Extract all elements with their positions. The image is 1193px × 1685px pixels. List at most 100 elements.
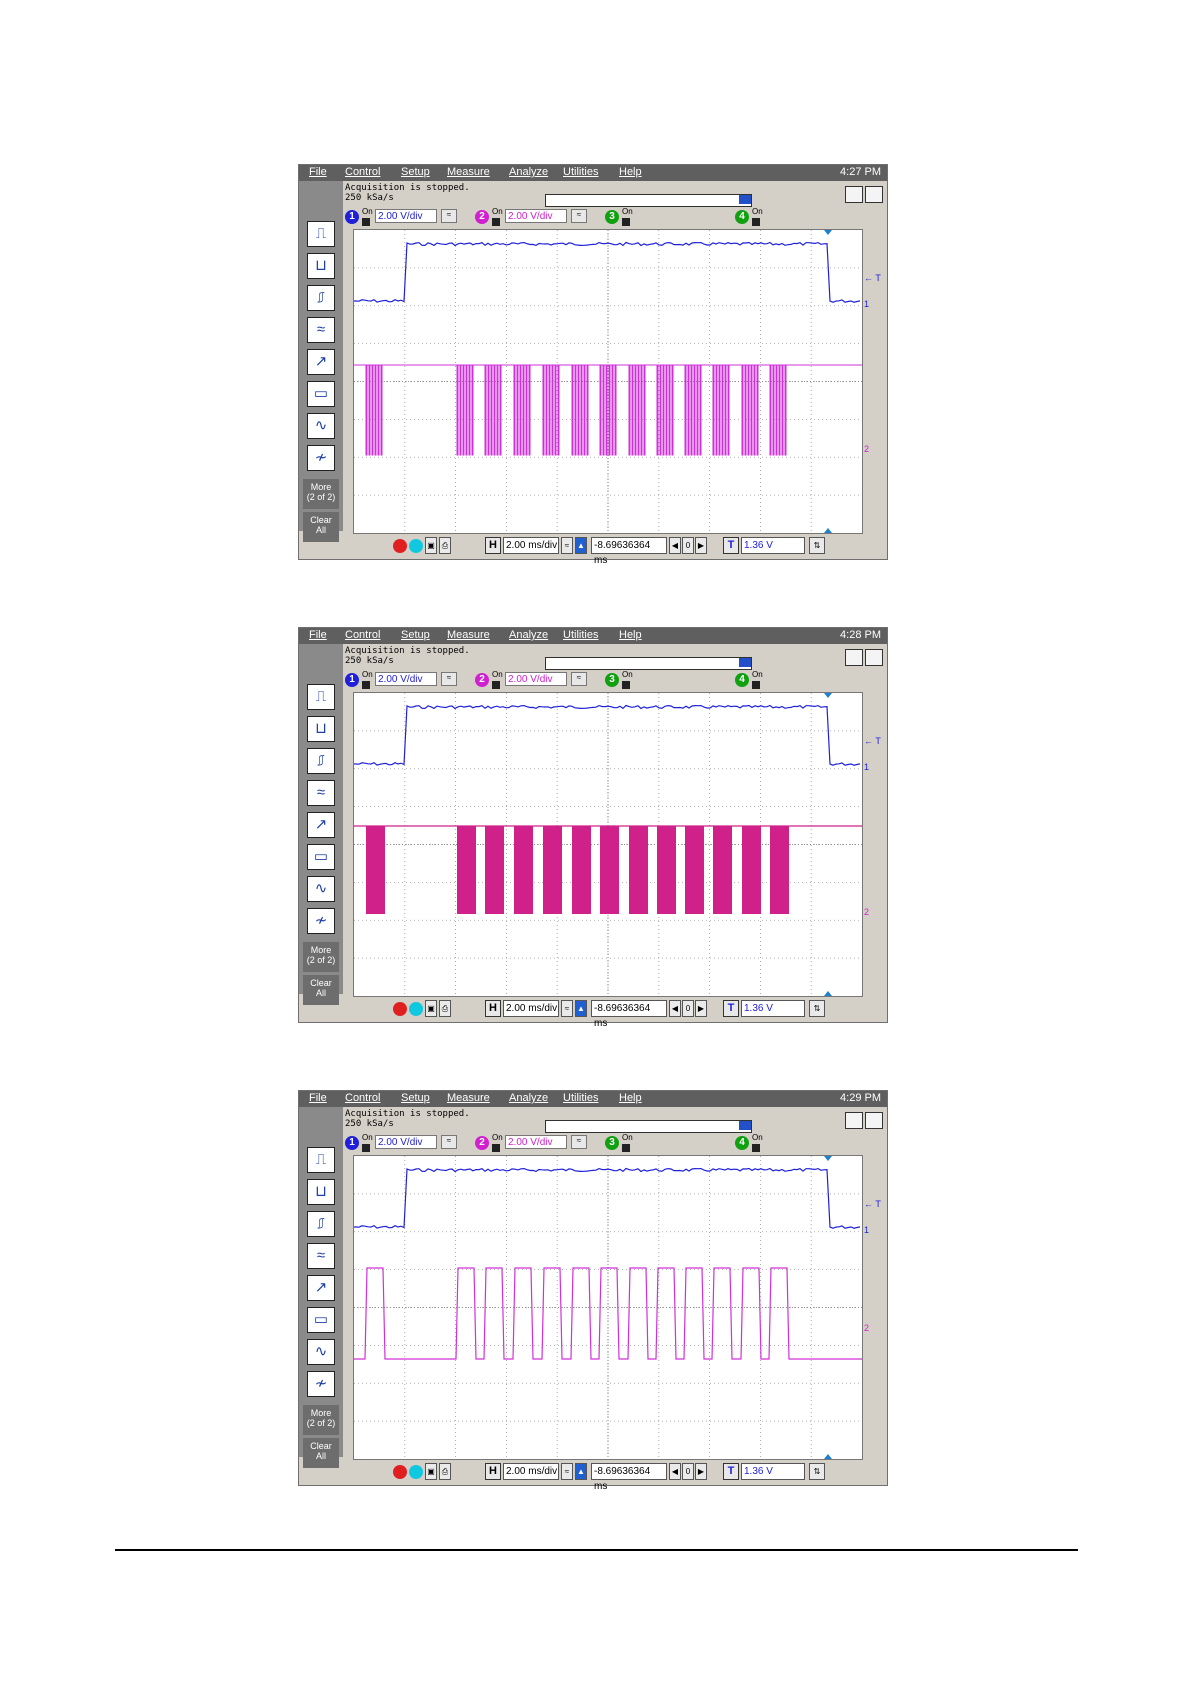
channel-1-spinner[interactable]: ≈: [441, 1135, 457, 1149]
timebase-spinner-icon[interactable]: ≈: [561, 1463, 573, 1480]
delay-left-icon[interactable]: ◀: [669, 537, 681, 554]
pulse-width-icon[interactable]: ⎎: [307, 285, 335, 311]
glitch-icon[interactable]: ≈: [307, 1243, 335, 1269]
channel-2-checkbox[interactable]: [492, 681, 500, 689]
channel-4-icon[interactable]: 4: [735, 1136, 749, 1150]
menu-help[interactable]: Help: [619, 629, 642, 641]
channel-1-scale[interactable]: 2.00 V/div: [375, 672, 437, 686]
channel-2-spinner[interactable]: ≈: [571, 672, 587, 686]
menu-utilities[interactable]: Utilities: [563, 629, 599, 641]
channel-2-scale[interactable]: 2.00 V/div: [505, 209, 567, 223]
run-icon[interactable]: [409, 1002, 423, 1016]
glitch-icon[interactable]: ≈: [307, 780, 335, 806]
run-icon[interactable]: [409, 539, 423, 553]
menu-analyze[interactable]: Analyze: [509, 629, 549, 641]
delay-field[interactable]: -8.69636364 ms: [591, 537, 667, 566]
menu-utilities[interactable]: Utilities: [563, 1092, 599, 1104]
falling-edge-icon[interactable]: ⊔: [307, 716, 335, 742]
camera-icon[interactable]: ▣: [425, 1463, 437, 1480]
channel-1-icon[interactable]: 1: [345, 1136, 359, 1150]
sine-icon[interactable]: ∿: [307, 876, 335, 902]
pulse-width-icon[interactable]: ⎎: [307, 1211, 335, 1237]
more-button[interactable]: More (2 of 2): [303, 479, 339, 509]
channel-1-icon[interactable]: 1: [345, 210, 359, 224]
timeout-icon[interactable]: ▭: [307, 1307, 335, 1333]
trigger-level-spinner-icon[interactable]: ⇅: [809, 1463, 825, 1480]
memory-bar[interactable]: [545, 194, 752, 207]
menu-file[interactable]: File: [309, 629, 327, 641]
waveform-icon[interactable]: ≁: [307, 908, 335, 934]
menu-setup[interactable]: Setup: [401, 629, 430, 641]
channel-4-icon[interactable]: 4: [735, 673, 749, 687]
menu-help[interactable]: Help: [619, 166, 642, 178]
run-mode-icon[interactable]: [845, 649, 863, 666]
pulse-width-icon[interactable]: ⎎: [307, 748, 335, 774]
channel-2-icon[interactable]: 2: [475, 210, 489, 224]
channel-4-checkbox[interactable]: [752, 218, 760, 226]
timebase-field[interactable]: 2.00 ms/div: [503, 1463, 559, 1480]
rising-edge-icon[interactable]: ⎍: [307, 221, 335, 247]
delay-left-icon[interactable]: ◀: [669, 1000, 681, 1017]
delay-right-icon[interactable]: ▶: [695, 537, 707, 554]
falling-edge-icon[interactable]: ⊔: [307, 1179, 335, 1205]
channel-3-checkbox[interactable]: [622, 681, 630, 689]
menu-setup[interactable]: Setup: [401, 1092, 430, 1104]
camera-icon[interactable]: ▣: [425, 1000, 437, 1017]
delay-right-icon[interactable]: ▶: [695, 1000, 707, 1017]
run-icon[interactable]: [409, 1465, 423, 1479]
runt-icon[interactable]: ↗: [307, 1275, 335, 1301]
more-button[interactable]: More (2 of 2): [303, 942, 339, 972]
trigger-level-spinner-icon[interactable]: ⇅: [809, 1000, 825, 1017]
delay-arrow-icon[interactable]: ▲: [575, 1000, 587, 1017]
channel-1-spinner[interactable]: ≈: [441, 672, 457, 686]
pointer-mode-icon[interactable]: [865, 186, 883, 203]
memory-bar-dropdown-icon[interactable]: [739, 1121, 751, 1130]
timeout-icon[interactable]: ▭: [307, 844, 335, 870]
memory-bar[interactable]: [545, 1120, 752, 1133]
trigger-level-field[interactable]: 1.36 V: [741, 537, 805, 554]
menu-analyze[interactable]: Analyze: [509, 1092, 549, 1104]
print-icon[interactable]: ⎙: [439, 1463, 451, 1480]
menu-help[interactable]: Help: [619, 1092, 642, 1104]
trigger-level-spinner-icon[interactable]: ⇅: [809, 537, 825, 554]
camera-icon[interactable]: ▣: [425, 537, 437, 554]
channel-2-icon[interactable]: 2: [475, 1136, 489, 1150]
channel-1-checkbox[interactable]: [362, 681, 370, 689]
delay-left-icon[interactable]: ◀: [669, 1463, 681, 1480]
runt-icon[interactable]: ↗: [307, 349, 335, 375]
print-icon[interactable]: ⎙: [439, 537, 451, 554]
timebase-spinner-icon[interactable]: ≈: [561, 537, 573, 554]
print-icon[interactable]: ⎙: [439, 1000, 451, 1017]
pointer-mode-icon[interactable]: [865, 649, 883, 666]
stop-icon[interactable]: [393, 539, 407, 553]
channel-3-icon[interactable]: 3: [605, 210, 619, 224]
stop-icon[interactable]: [393, 1002, 407, 1016]
clear-all-button[interactable]: Clear All: [303, 512, 339, 542]
channel-3-checkbox[interactable]: [622, 1144, 630, 1152]
channel-3-checkbox[interactable]: [622, 218, 630, 226]
channel-2-checkbox[interactable]: [492, 1144, 500, 1152]
runt-icon[interactable]: ↗: [307, 812, 335, 838]
memory-bar-dropdown-icon[interactable]: [739, 195, 751, 204]
channel-2-checkbox[interactable]: [492, 218, 500, 226]
clear-all-button[interactable]: Clear All: [303, 1438, 339, 1468]
menu-setup[interactable]: Setup: [401, 166, 430, 178]
delay-zero-icon[interactable]: 0: [682, 1463, 694, 1480]
channel-3-icon[interactable]: 3: [605, 1136, 619, 1150]
timeout-icon[interactable]: ▭: [307, 381, 335, 407]
menu-utilities[interactable]: Utilities: [563, 166, 599, 178]
delay-arrow-icon[interactable]: ▲: [575, 537, 587, 554]
sine-icon[interactable]: ∿: [307, 413, 335, 439]
timebase-field[interactable]: 2.00 ms/div: [503, 537, 559, 554]
channel-1-checkbox[interactable]: [362, 218, 370, 226]
menu-file[interactable]: File: [309, 166, 327, 178]
menu-measure[interactable]: Measure: [447, 1092, 490, 1104]
delay-field[interactable]: -8.69636364 ms: [591, 1000, 667, 1029]
channel-2-scale[interactable]: 2.00 V/div: [505, 672, 567, 686]
menu-file[interactable]: File: [309, 1092, 327, 1104]
channel-1-icon[interactable]: 1: [345, 673, 359, 687]
channel-1-scale[interactable]: 2.00 V/div: [375, 209, 437, 223]
channel-1-spinner[interactable]: ≈: [441, 209, 457, 223]
delay-right-icon[interactable]: ▶: [695, 1463, 707, 1480]
falling-edge-icon[interactable]: ⊔: [307, 253, 335, 279]
